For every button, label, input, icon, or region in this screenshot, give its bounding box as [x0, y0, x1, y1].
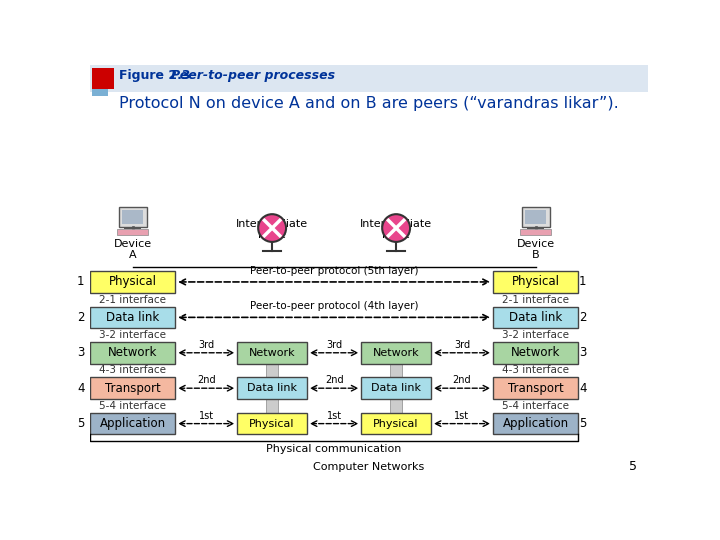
Text: 5-4 interface: 5-4 interface [99, 401, 166, 411]
FancyBboxPatch shape [122, 211, 143, 224]
Circle shape [258, 214, 286, 242]
FancyBboxPatch shape [361, 377, 431, 399]
FancyBboxPatch shape [90, 377, 175, 399]
Circle shape [382, 214, 410, 242]
Text: Peer-to-peer protocol (4th layer): Peer-to-peer protocol (4th layer) [250, 301, 418, 311]
FancyBboxPatch shape [493, 413, 578, 434]
FancyBboxPatch shape [90, 271, 175, 293]
Bar [266, 363, 279, 413]
FancyBboxPatch shape [90, 342, 175, 363]
FancyBboxPatch shape [90, 307, 175, 328]
Text: Intermediate
node: Intermediate node [360, 219, 432, 240]
FancyBboxPatch shape [238, 377, 307, 399]
Text: 3rd: 3rd [198, 340, 215, 350]
FancyBboxPatch shape [90, 65, 648, 92]
Text: 4-3 interface: 4-3 interface [502, 366, 569, 375]
FancyBboxPatch shape [526, 211, 546, 224]
FancyBboxPatch shape [117, 229, 148, 235]
Bar [390, 363, 402, 413]
Text: 5: 5 [629, 460, 636, 473]
Text: Intermediate
node: Intermediate node [236, 219, 308, 240]
FancyBboxPatch shape [520, 229, 551, 235]
Text: Network: Network [511, 346, 560, 359]
Text: Network: Network [108, 346, 157, 359]
Text: Protocol N on device A and on B are peers (“varandras likar”).: Protocol N on device A and on B are peer… [119, 96, 619, 111]
Text: 3: 3 [77, 346, 84, 359]
Text: Physical: Physical [374, 418, 419, 429]
FancyBboxPatch shape [90, 413, 175, 434]
Text: 1: 1 [77, 275, 84, 288]
Text: 2nd: 2nd [325, 375, 343, 385]
FancyBboxPatch shape [361, 413, 431, 434]
Text: Application: Application [503, 417, 569, 430]
Text: 4-3 interface: 4-3 interface [99, 366, 166, 375]
Text: 3-2 interface: 3-2 interface [502, 330, 569, 340]
Text: Network: Network [249, 348, 295, 358]
Text: 2-1 interface: 2-1 interface [99, 295, 166, 305]
Text: Peer-to-peer protocol (5th layer): Peer-to-peer protocol (5th layer) [250, 266, 418, 276]
Text: 1st: 1st [454, 410, 469, 421]
Text: Transport: Transport [104, 382, 161, 395]
FancyBboxPatch shape [361, 342, 431, 363]
FancyBboxPatch shape [238, 413, 307, 434]
Text: Data link: Data link [509, 311, 562, 324]
Text: Physical communication: Physical communication [266, 444, 402, 454]
Text: 2-1 interface: 2-1 interface [502, 295, 569, 305]
Text: Peer-to-peer processes: Peer-to-peer processes [171, 69, 336, 82]
Text: Device
B: Device B [516, 239, 554, 260]
Bar [92, 80, 108, 96]
Text: Computer Networks: Computer Networks [313, 462, 425, 472]
Text: 2: 2 [77, 311, 84, 324]
Bar [92, 68, 114, 90]
Text: 3rd: 3rd [454, 340, 470, 350]
Text: Physical: Physical [512, 275, 559, 288]
Text: Network: Network [373, 348, 420, 358]
FancyBboxPatch shape [119, 207, 147, 227]
Text: 2nd: 2nd [453, 375, 472, 385]
Text: 4: 4 [579, 382, 587, 395]
Text: Physical: Physical [249, 418, 295, 429]
Text: 5: 5 [77, 417, 84, 430]
FancyBboxPatch shape [493, 307, 578, 328]
Text: Data link: Data link [371, 383, 421, 393]
Text: Figure 2.3: Figure 2.3 [120, 69, 191, 82]
Text: 1st: 1st [199, 410, 214, 421]
Text: 4: 4 [77, 382, 84, 395]
FancyBboxPatch shape [521, 207, 549, 227]
FancyBboxPatch shape [493, 271, 578, 293]
Text: 1st: 1st [327, 410, 342, 421]
Text: Data link: Data link [247, 383, 297, 393]
Text: 1: 1 [579, 275, 587, 288]
FancyBboxPatch shape [493, 377, 578, 399]
Text: 3-2 interface: 3-2 interface [99, 330, 166, 340]
Text: Data link: Data link [106, 311, 159, 324]
Text: 3: 3 [579, 346, 587, 359]
Text: 5-4 interface: 5-4 interface [502, 401, 569, 411]
Text: 3rd: 3rd [326, 340, 342, 350]
FancyBboxPatch shape [493, 342, 578, 363]
FancyBboxPatch shape [238, 342, 307, 363]
Text: Transport: Transport [508, 382, 564, 395]
Text: Physical: Physical [109, 275, 157, 288]
Text: Application: Application [99, 417, 166, 430]
Text: Device
A: Device A [114, 239, 152, 260]
Text: 2nd: 2nd [197, 375, 215, 385]
Text: 5: 5 [579, 417, 587, 430]
Text: 2: 2 [579, 311, 587, 324]
